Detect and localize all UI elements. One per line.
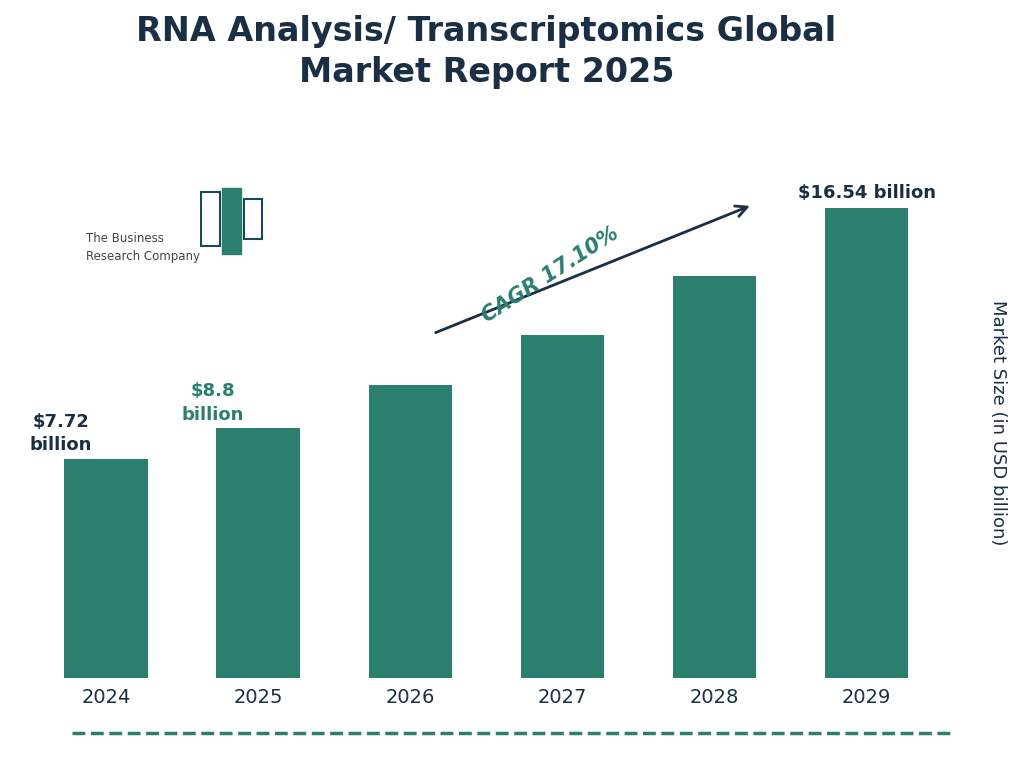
Bar <box>65 458 148 678</box>
Bar <box>216 428 300 678</box>
Text: Market Size (in USD billion): Market Size (in USD billion) <box>989 300 1008 545</box>
Bar <box>244 199 262 239</box>
Bar <box>201 192 219 247</box>
Title: RNA Analysis/ Transcriptomics Global
Market Report 2025: RNA Analysis/ Transcriptomics Global Mar… <box>136 15 837 89</box>
Text: $8.8
billion: $8.8 billion <box>181 382 244 424</box>
Bar <box>369 385 453 678</box>
Bar <box>520 335 604 678</box>
Text: The Business
Research Company: The Business Research Company <box>86 232 200 263</box>
Text: CAGR 17.10%: CAGR 17.10% <box>478 223 623 326</box>
Bar <box>673 276 757 678</box>
Text: $16.54 billion: $16.54 billion <box>798 184 936 202</box>
Text: $7.72
billion: $7.72 billion <box>30 413 92 455</box>
Bar <box>824 208 908 678</box>
Bar <box>222 188 241 253</box>
